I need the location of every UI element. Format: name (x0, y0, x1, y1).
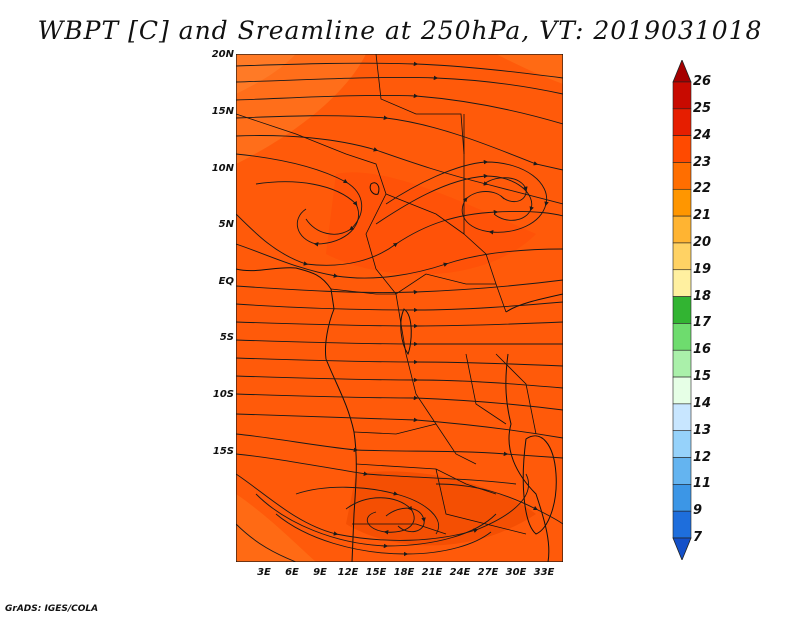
colorbar-label: 26 (693, 74, 712, 89)
colorbar-segment (672, 188, 692, 217)
lon-label-30e: 30E (505, 567, 527, 578)
lon-label-15e: 15E (365, 567, 387, 578)
colorbar-label: 12 (693, 449, 712, 465)
colorbar-label: 14 (693, 395, 712, 411)
colorbar-label: 22 (693, 181, 712, 197)
colorbar-label: 25 (693, 100, 712, 116)
colorbar-label: 18 (693, 288, 712, 304)
lon-label-27e: 27E (477, 567, 499, 578)
colorbar-segment (672, 108, 692, 136)
map-canvas (236, 54, 563, 562)
colorbar-segment (672, 403, 692, 432)
colorbar-cap-bottom (672, 537, 692, 560)
lon-label-12e: 12E (337, 567, 359, 578)
colorbar-label: 19 (693, 261, 712, 277)
colorbar-segment (672, 484, 692, 512)
colorbar-segment (672, 269, 692, 297)
lon-label-33e: 33E (533, 567, 555, 578)
footer-credit: GrADS: IGES/COLA (5, 604, 99, 614)
colorbar-cap-top (672, 60, 692, 83)
colorbar-segment (672, 430, 692, 458)
colorbar-segment (672, 349, 692, 378)
colorbar-label: 9 (693, 503, 703, 519)
colorbar-label: 7 (693, 530, 703, 545)
colorbar-segment (672, 81, 692, 110)
lon-label-3e: 3E (257, 567, 271, 578)
lon-label-6e: 6E (285, 567, 299, 578)
streamlines (236, 61, 563, 562)
colorbar-label: 23 (693, 154, 712, 170)
colorbar-segment (672, 135, 692, 163)
colorbar-segment (672, 376, 692, 405)
lon-label-24e: 24E (449, 567, 471, 578)
lon-label-9e: 9E (313, 567, 327, 578)
colorbar-label: 24 (693, 127, 712, 143)
colorbar-segment (672, 296, 692, 324)
map-title: WBPT [C] and Sreamline at 250hPa, VT: 20… (37, 16, 763, 45)
lat-label-15s: 15S (212, 446, 234, 457)
lat-label-20n: 20N (211, 49, 234, 60)
lon-label-21e: 21E (421, 567, 443, 578)
lat-label-5s: 5S (219, 332, 234, 343)
colorbar-segment (672, 323, 692, 351)
colorbar-segment (672, 510, 692, 539)
lat-label-5n: 5N (218, 219, 234, 230)
colorbar-segment (672, 162, 692, 190)
colorbar-segment (672, 215, 692, 244)
lat-label-10n: 10N (211, 163, 234, 174)
map-panel (236, 54, 563, 562)
colorbar-label: 13 (693, 422, 712, 438)
colorbar-label: 21 (693, 208, 712, 224)
colorbar-segment (672, 242, 692, 271)
colorbar-label: 15 (693, 369, 712, 385)
lon-label-18e: 18E (393, 567, 415, 578)
lat-label-15n: 15N (211, 106, 234, 117)
colorbar-label: 17 (693, 315, 712, 331)
colorbar-segments (672, 60, 692, 560)
colorbar-label: 20 (693, 234, 712, 250)
colorbar-label: 11 (693, 476, 712, 492)
colorbar (672, 60, 692, 560)
lat-label-eq: EQ (218, 276, 234, 287)
lat-label-10s: 10S (212, 389, 234, 400)
colorbar-segment (672, 457, 692, 485)
colorbar-label: 16 (693, 342, 712, 358)
